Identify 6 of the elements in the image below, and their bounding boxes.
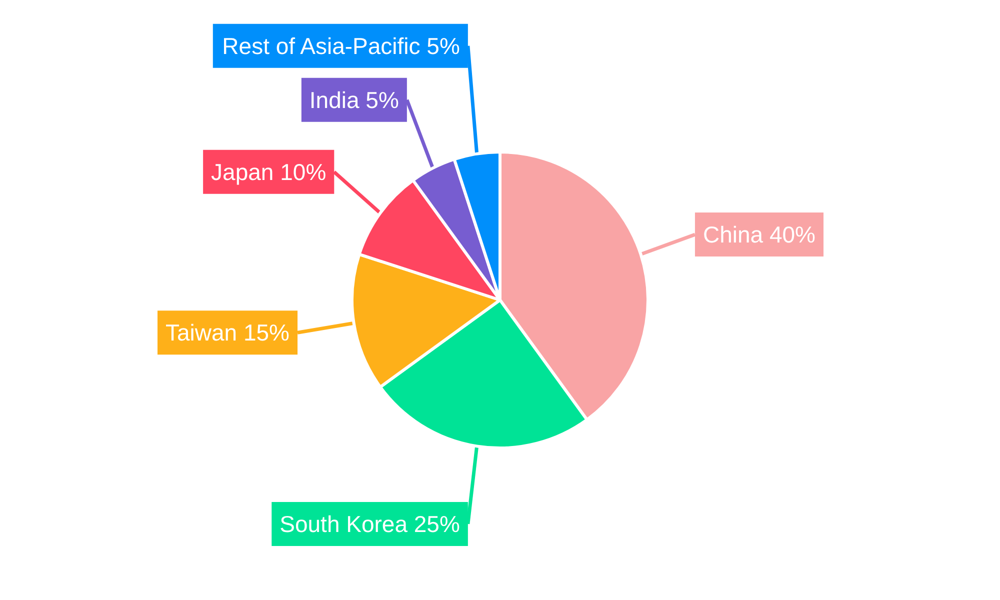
slice-label: India 5% <box>309 86 399 113</box>
slice-label: China 40% <box>702 222 816 248</box>
slice-label: Rest of Asia-Pacific 5% <box>222 32 460 59</box>
slice-label: Japan 10% <box>211 158 326 185</box>
slice-label: South Korea 25% <box>280 510 460 537</box>
slice-label: Taiwan 15% <box>165 320 290 346</box>
